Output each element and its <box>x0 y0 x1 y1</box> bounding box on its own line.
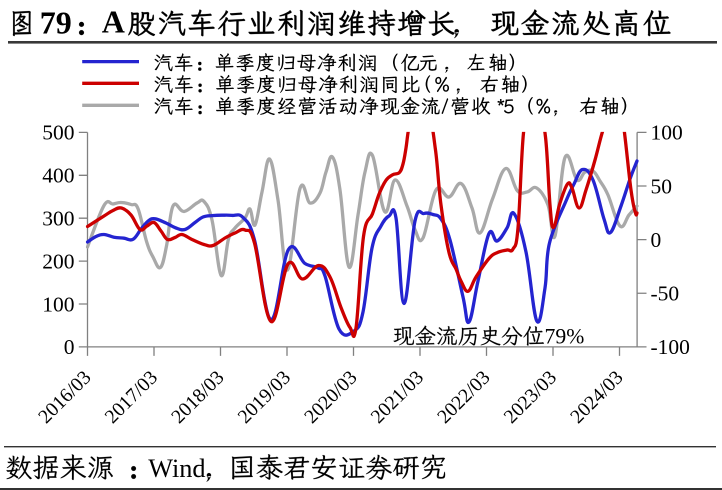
svg-text:100: 100 <box>42 292 74 316</box>
svg-text:200: 200 <box>42 249 74 273</box>
svg-text:79: 79 <box>40 4 72 40</box>
svg-text:Wind: Wind <box>148 454 205 483</box>
svg-text:-50: -50 <box>651 282 680 306</box>
svg-text:50: 50 <box>651 174 673 198</box>
svg-text:100: 100 <box>651 121 683 145</box>
svg-text:400: 400 <box>42 164 74 188</box>
svg-text:0: 0 <box>651 228 662 252</box>
svg-text:A: A <box>102 4 125 40</box>
svg-text:-100: -100 <box>651 335 690 359</box>
svg-text:300: 300 <box>42 207 74 231</box>
svg-text:500: 500 <box>42 121 74 145</box>
svg-text:79%: 79% <box>545 325 585 349</box>
svg-text:0: 0 <box>64 335 75 359</box>
